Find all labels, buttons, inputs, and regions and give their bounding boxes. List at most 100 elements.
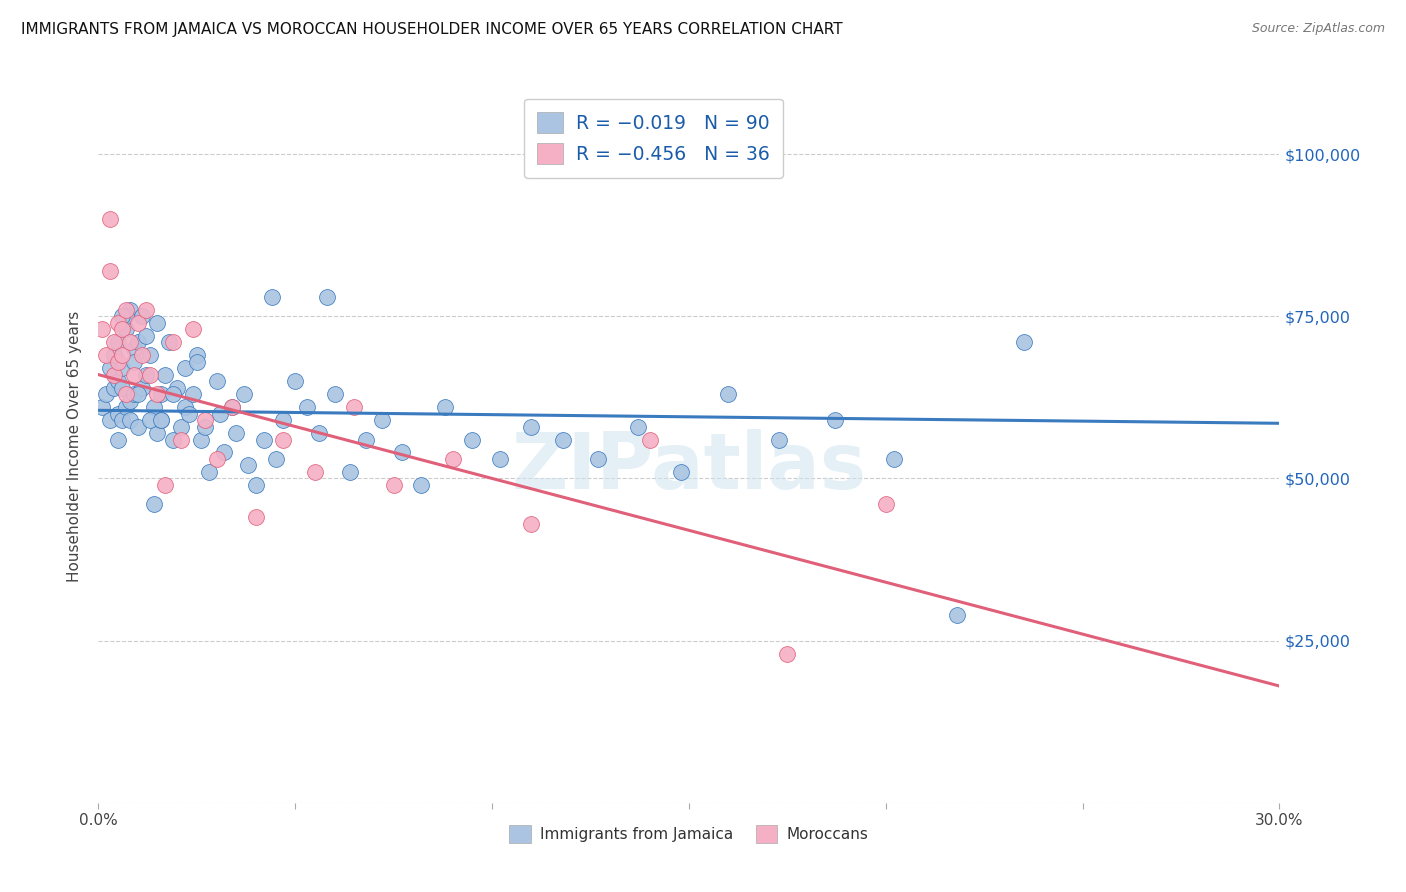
- Point: [91, 400, 114, 414]
- Point: [150, 413, 173, 427]
- Point: [194, 419, 217, 434]
- Point: [824, 413, 846, 427]
- Point: [98, 211, 121, 226]
- Point: [107, 316, 129, 330]
- Point: [875, 497, 897, 511]
- Point: [127, 387, 149, 401]
- Point: [138, 368, 160, 382]
- Point: [96, 348, 118, 362]
- Point: [138, 413, 160, 427]
- Point: [433, 400, 456, 414]
- Point: [91, 322, 114, 336]
- Point: [111, 361, 134, 376]
- Point: [1012, 335, 1035, 350]
- Point: [118, 413, 141, 427]
- Point: [115, 322, 138, 336]
- Point: [150, 413, 173, 427]
- Point: [186, 348, 208, 362]
- Point: [627, 419, 650, 434]
- Point: [127, 316, 149, 330]
- Point: [122, 354, 145, 368]
- Point: [205, 374, 228, 388]
- Point: [194, 413, 217, 427]
- Point: [236, 458, 259, 473]
- Point: [111, 322, 134, 336]
- Point: [181, 387, 204, 401]
- Point: [146, 316, 169, 330]
- Point: [391, 445, 413, 459]
- Text: Source: ZipAtlas.com: Source: ZipAtlas.com: [1251, 22, 1385, 36]
- Point: [214, 445, 236, 459]
- Point: [118, 302, 141, 317]
- Point: [339, 465, 361, 479]
- Point: [264, 452, 287, 467]
- Point: [177, 407, 200, 421]
- Point: [411, 478, 433, 492]
- Point: [233, 387, 256, 401]
- Point: [103, 381, 125, 395]
- Point: [135, 328, 157, 343]
- Point: [669, 465, 692, 479]
- Point: [717, 387, 740, 401]
- Point: [245, 478, 267, 492]
- Point: [197, 465, 219, 479]
- Point: [253, 433, 276, 447]
- Point: [107, 407, 129, 421]
- Point: [166, 381, 188, 395]
- Point: [273, 433, 295, 447]
- Point: [131, 310, 153, 324]
- Point: [304, 465, 326, 479]
- Point: [776, 647, 799, 661]
- Point: [343, 400, 366, 414]
- Point: [150, 387, 173, 401]
- Point: [520, 419, 543, 434]
- Y-axis label: Householder Income Over 65 years: Householder Income Over 65 years: [67, 310, 83, 582]
- Point: [945, 607, 967, 622]
- Point: [883, 452, 905, 467]
- Point: [118, 393, 141, 408]
- Point: [142, 400, 165, 414]
- Point: [382, 478, 405, 492]
- Point: [107, 374, 129, 388]
- Point: [135, 302, 157, 317]
- Point: [174, 400, 197, 414]
- Point: [107, 433, 129, 447]
- Point: [371, 413, 394, 427]
- Point: [115, 387, 138, 401]
- Point: [155, 368, 177, 382]
- Point: [273, 413, 295, 427]
- Point: [122, 342, 145, 356]
- Point: [162, 387, 184, 401]
- Point: [111, 310, 134, 324]
- Point: [170, 433, 193, 447]
- Point: [103, 368, 125, 382]
- Point: [284, 374, 307, 388]
- Point: [461, 433, 484, 447]
- Point: [209, 407, 232, 421]
- Point: [138, 348, 160, 362]
- Point: [225, 425, 247, 440]
- Point: [768, 433, 790, 447]
- Point: [245, 510, 267, 524]
- Point: [122, 368, 145, 382]
- Point: [181, 322, 204, 336]
- Point: [98, 264, 121, 278]
- Point: [157, 335, 180, 350]
- Point: [146, 425, 169, 440]
- Point: [170, 419, 193, 434]
- Point: [190, 433, 212, 447]
- Point: [98, 413, 121, 427]
- Point: [551, 433, 574, 447]
- Point: [111, 413, 134, 427]
- Point: [174, 361, 197, 376]
- Point: [323, 387, 346, 401]
- Point: [354, 433, 377, 447]
- Point: [103, 348, 125, 362]
- Legend: Immigrants from Jamaica, Moroccans: Immigrants from Jamaica, Moroccans: [503, 819, 875, 848]
- Point: [135, 368, 157, 382]
- Point: [520, 516, 543, 531]
- Point: [221, 400, 243, 414]
- Point: [131, 381, 153, 395]
- Point: [308, 425, 330, 440]
- Point: [186, 354, 208, 368]
